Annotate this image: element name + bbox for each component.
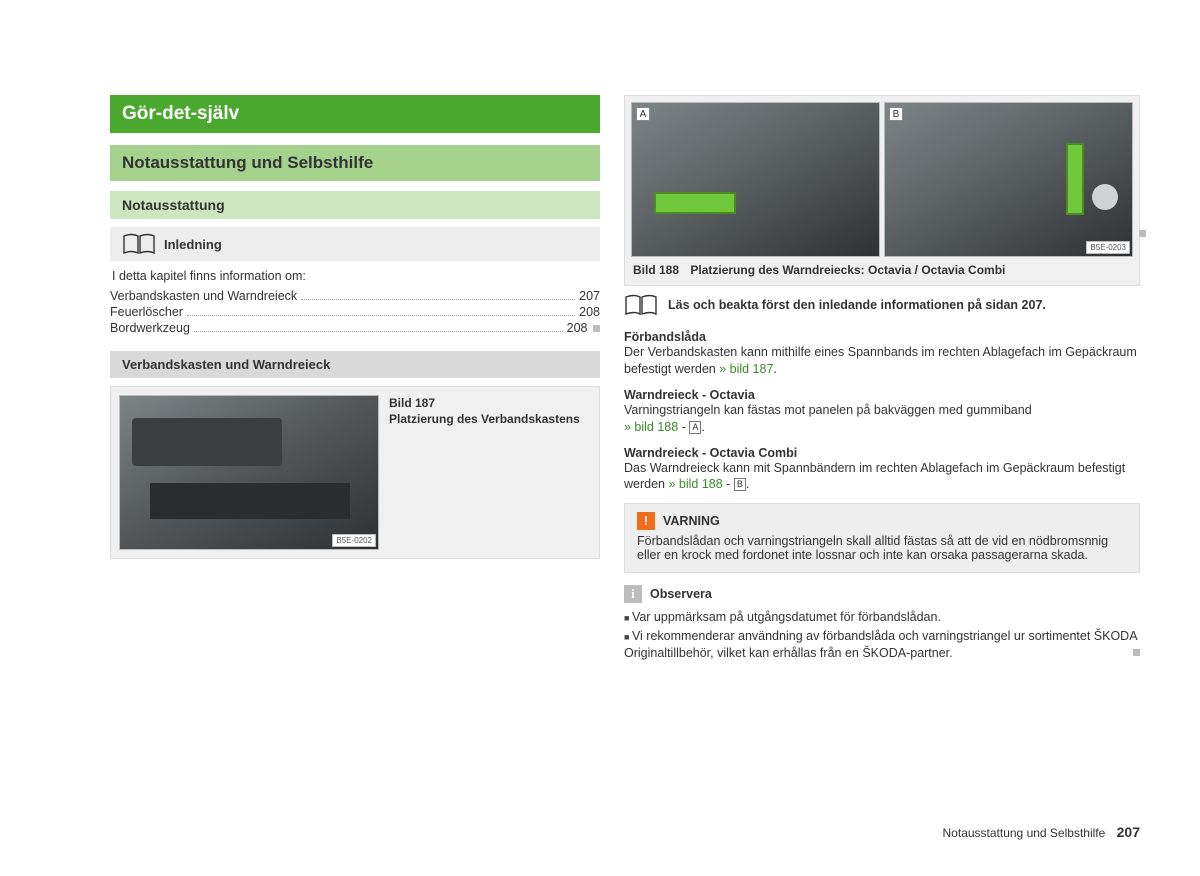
figure-187: B5E-0202 Bild 187 Platzierung des Verban… xyxy=(110,386,600,559)
para-heading: Warndreieck - Octavia Combi xyxy=(624,446,1140,460)
bullet: Var uppmärksam på utgångsdatumet för för… xyxy=(624,609,1140,626)
note-bullets: Var uppmärksam på utgångsdatumet för för… xyxy=(624,609,1140,662)
h4-inledning: Inledning xyxy=(110,227,600,261)
toc-dots xyxy=(301,291,575,300)
panel-tag-a: A xyxy=(636,107,650,121)
panel-tag-b: B xyxy=(889,107,903,121)
toc-label: Bordwerkzeug xyxy=(110,321,190,335)
toc-page: 208 xyxy=(579,305,600,319)
ref-box-a: A xyxy=(689,421,701,434)
warning-title: VARNING xyxy=(663,514,720,528)
warning-box: ! VARNING Förbandslådan och varningstria… xyxy=(624,503,1140,573)
para: Varningstriangeln kan fästas mot panelen… xyxy=(624,402,1140,436)
toc-label: Verbandskasten und Warndreieck xyxy=(110,289,297,303)
para-heading: Warndreieck - Octavia xyxy=(624,388,1140,402)
figure-number: Bild 188 xyxy=(633,263,679,277)
link-bild187: » bild 187 xyxy=(719,362,773,376)
toc-label: Feuerlöscher xyxy=(110,305,183,319)
trunk-image-187: B5E-0202 xyxy=(119,395,379,550)
warning-text: Förbandslådan och varningstriangeln skal… xyxy=(637,534,1127,562)
toc-row: Bordwerkzeug 208 xyxy=(110,321,600,335)
trunk-image-188a: A xyxy=(631,102,880,257)
image-id: B5E-0203 xyxy=(1086,241,1130,254)
h4-label: Inledning xyxy=(164,237,222,252)
section2-header: Verbandskasten und Warndreieck xyxy=(110,351,600,378)
toc-dots xyxy=(194,323,563,332)
trunk-image-188b: B B5E-0203 xyxy=(884,102,1133,257)
info-icon: i xyxy=(624,585,642,603)
toc-page: 207 xyxy=(579,289,600,303)
figure-188: A B B5E-0203 Bild 188 Platzierung des Wa… xyxy=(624,95,1140,286)
end-square-icon xyxy=(1133,649,1140,656)
toc-dots xyxy=(187,307,575,316)
link-bild188: » bild 188 xyxy=(668,477,722,491)
page-footer: Notausstattung und Selbsthilfe 207 xyxy=(943,824,1140,840)
note-title: Observera xyxy=(650,587,712,601)
toc-row: Verbandskasten und Warndreieck 207 xyxy=(110,289,600,303)
book-icon xyxy=(624,294,658,316)
figure-caption: Platzierung des Warndreiecks: Octavia / … xyxy=(690,263,1005,277)
first-aid-kit-icon xyxy=(164,484,208,510)
ref-box-b: B xyxy=(734,478,746,491)
read-first-note: Läs och beakta först den inledande infor… xyxy=(624,294,1140,316)
h1-chapter: Gör-det-själv xyxy=(110,95,600,133)
para: Der Verbandskasten kann mithilfe eines S… xyxy=(624,344,1140,378)
warning-icon: ! xyxy=(637,512,655,530)
para-heading: Förbandslåda xyxy=(624,330,1140,344)
intro-text: I detta kapitel finns information om: xyxy=(112,269,600,283)
h3-subsection: Notausstattung xyxy=(110,191,600,219)
footer-section: Notausstattung und Selbsthilfe xyxy=(943,826,1106,840)
image-id: B5E-0202 xyxy=(332,534,376,547)
margin-marker xyxy=(1139,230,1146,237)
link-bild188: » bild 188 xyxy=(624,420,678,434)
toc-page: 208 xyxy=(567,321,600,335)
figure-number: Bild 187 xyxy=(389,395,580,411)
footer-page: 207 xyxy=(1117,824,1140,840)
end-square-icon xyxy=(593,325,600,332)
para: Das Warndreieck kann mit Spannbändern im… xyxy=(624,460,1140,494)
read-first-text: Läs och beakta först den inledande infor… xyxy=(668,298,1046,312)
figure-caption: Platzierung des Verbandskastens xyxy=(389,412,580,426)
book-icon xyxy=(122,233,156,255)
bullet: Vi rekommenderar användning av förbandsl… xyxy=(624,628,1140,662)
note-head: i Observera xyxy=(624,585,1140,603)
toc-row: Feuerlöscher 208 xyxy=(110,305,600,319)
h2-section: Notausstattung und Selbsthilfe xyxy=(110,145,600,181)
